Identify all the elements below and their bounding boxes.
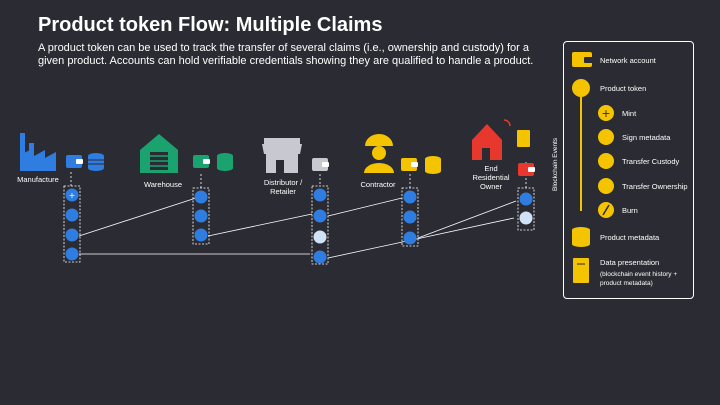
legend-label: Network account (600, 56, 656, 65)
legend-label: Product token (600, 84, 647, 93)
token-icon (572, 79, 590, 97)
legend-label: (blockchain event history + product meta… (600, 271, 678, 287)
mint-icon (598, 105, 614, 121)
legend-label: Transfer Ownership (622, 182, 688, 191)
actor-label-owner: End Residential Owner (472, 164, 510, 191)
legend-label: Transfer Custody (622, 157, 680, 166)
house-icon (472, 124, 502, 160)
svg-text:+: + (69, 191, 76, 200)
transfer-custody-icon (598, 153, 614, 169)
factory-icon (20, 133, 56, 171)
actor-label-distributor: Distributor / Retailer (263, 178, 303, 196)
page-title: Product token Flow: Multiple Claims (38, 14, 383, 36)
transfer-ownership-icon (598, 178, 614, 194)
legend-label: Mint (622, 109, 637, 118)
legend-label: Data presentation (600, 258, 660, 267)
legend-icons: + (572, 52, 614, 283)
actor-label-warehouse: Warehouse (143, 180, 183, 189)
page-subtitle: A product token can be used to track the… (38, 42, 534, 67)
actor-label-contractor: Contractor (360, 180, 396, 189)
legend-label: Sign metadata (622, 133, 671, 142)
legend-label: Product metadata (600, 233, 660, 242)
actor-label-manufacture: Manufacture (17, 175, 59, 184)
legend-label: Burn (622, 206, 638, 215)
legend-section-label: Blockchain Events (552, 137, 559, 191)
wallet-icon (572, 52, 592, 67)
sign-metadata-icon (598, 129, 614, 145)
legend-box (563, 41, 694, 299)
svg-text:+: + (601, 107, 610, 120)
connector-lines (78, 197, 517, 259)
contractor-icon (364, 134, 394, 173)
